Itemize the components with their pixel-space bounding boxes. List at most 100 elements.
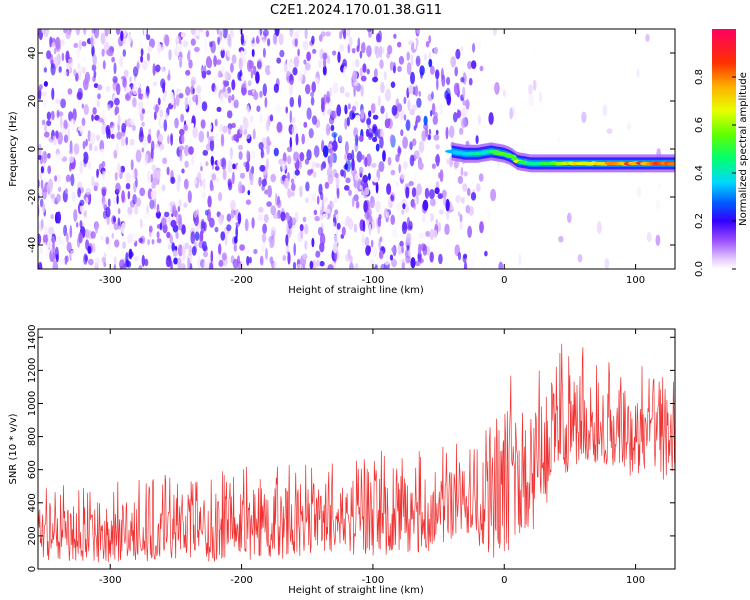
noise-blob <box>457 175 464 185</box>
noise-blob <box>289 136 292 149</box>
noise-blob <box>103 262 107 268</box>
noise-blob <box>379 59 384 69</box>
noise-blob <box>175 231 179 239</box>
noise-blob <box>332 82 339 94</box>
noise-blob <box>81 103 85 109</box>
noise-blob <box>46 111 52 121</box>
noise-blob <box>79 220 83 229</box>
noise-blob <box>303 68 307 77</box>
noise-blob <box>253 91 259 101</box>
noise-blob <box>467 60 473 70</box>
noise-blob <box>221 252 227 261</box>
noise-blob <box>101 121 107 135</box>
noise-blob <box>219 123 224 132</box>
y-tick-label: 0 <box>27 566 38 572</box>
noise-blob <box>381 46 385 54</box>
noise-blob <box>123 69 129 78</box>
noise-blob <box>125 85 131 93</box>
noise-blob <box>423 115 428 126</box>
noise-blob <box>345 215 351 227</box>
noise-blob <box>102 108 105 120</box>
noise-blob <box>237 212 242 225</box>
noise-blob <box>147 133 152 144</box>
noise-blob <box>142 93 148 105</box>
noise-blob <box>73 42 79 49</box>
noise-blob <box>261 232 267 243</box>
noise-blob <box>106 48 113 57</box>
noise-blob <box>477 114 482 125</box>
noise-blob <box>314 105 319 115</box>
noise-blob <box>164 211 170 218</box>
noise-blob <box>238 151 243 160</box>
noise-blob <box>364 187 370 196</box>
colorbar-label: Normalized spectral amplitude <box>738 72 749 226</box>
noise-blob <box>155 104 159 113</box>
noise-blob <box>353 84 356 97</box>
noise-blob <box>240 50 245 59</box>
noise-blob <box>336 104 342 117</box>
noise-blob <box>487 209 491 220</box>
noise-blob <box>457 211 461 217</box>
noise-blob <box>191 122 195 129</box>
noise-blob <box>185 242 189 250</box>
noise-blob <box>210 250 214 263</box>
noise-blob <box>90 231 96 239</box>
noise-blob <box>352 207 358 220</box>
noise-blob <box>135 149 142 163</box>
noise-blob <box>117 114 121 126</box>
noise-blob <box>214 86 217 95</box>
noise-blob <box>341 226 346 236</box>
noise-blob <box>383 71 387 81</box>
noise-blob <box>294 169 300 176</box>
noise-blob <box>115 182 121 193</box>
noise-blob <box>47 152 51 159</box>
noise-blob <box>658 183 661 191</box>
noise-blob <box>187 257 191 269</box>
noise-blob <box>272 213 279 219</box>
noise-blob <box>222 29 228 39</box>
noise-blob <box>433 46 438 55</box>
noise-blob <box>261 185 265 191</box>
noise-blob <box>51 192 56 204</box>
noise-blob <box>332 234 339 245</box>
noise-blob <box>430 65 435 75</box>
x-tick-label: -200 <box>230 275 253 286</box>
noise-blob <box>331 140 338 152</box>
noise-blob <box>211 184 215 191</box>
noise-blob <box>233 134 239 142</box>
noise-blob <box>96 134 101 141</box>
noise-blob <box>58 66 62 73</box>
x-tick-label: -300 <box>99 575 122 586</box>
noise-blob <box>226 213 232 222</box>
noise-blob <box>333 251 337 264</box>
noise-blob <box>374 68 378 79</box>
noise-blob <box>459 221 463 230</box>
noise-blob <box>256 105 261 112</box>
noise-blob <box>120 222 127 235</box>
noise-blob <box>435 129 439 135</box>
noise-blob <box>147 239 151 246</box>
noise-blob <box>434 187 440 195</box>
noise-blob <box>258 206 264 213</box>
noise-blob <box>636 68 640 78</box>
noise-blob <box>200 119 206 129</box>
noise-blob <box>289 29 294 38</box>
noise-blob <box>332 50 337 56</box>
noise-blob <box>218 259 224 267</box>
noise-blob <box>256 60 262 69</box>
noise-blob <box>461 117 467 129</box>
noise-blob <box>77 187 81 198</box>
noise-blob <box>532 79 537 91</box>
noise-blob <box>229 149 233 161</box>
noise-blob <box>194 46 200 53</box>
noise-blob <box>91 45 95 57</box>
noise-blob <box>299 224 304 232</box>
noise-blob <box>144 153 149 166</box>
noise-blob <box>228 127 231 135</box>
noise-blob <box>390 169 396 176</box>
noise-blob <box>397 65 402 73</box>
y-tick-label: 40 <box>27 47 38 60</box>
noise-blob <box>227 34 232 47</box>
noise-blob <box>39 262 43 269</box>
noise-blob <box>162 92 167 103</box>
